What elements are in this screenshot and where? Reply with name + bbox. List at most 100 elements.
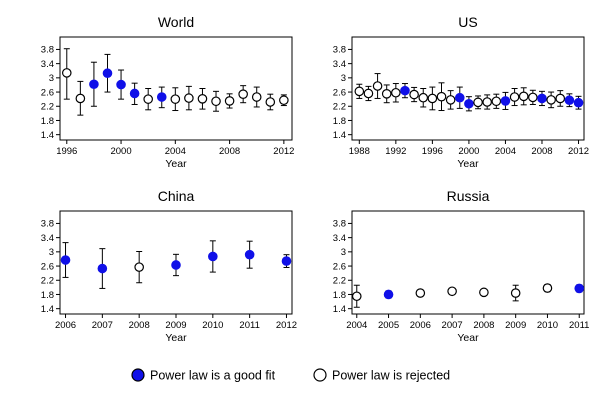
world-ytick-label: 2.6: [41, 87, 54, 98]
us-point-1998: [445, 90, 456, 110]
us-marker-rejected: [436, 91, 447, 102]
us-point-2004: [500, 91, 511, 110]
legend-rejected-label: Power law is rejected: [332, 369, 450, 383]
us-xtick-label: 1992: [385, 146, 406, 157]
world-plot-frame: [59, 36, 293, 141]
legend-rejected-marker: [313, 368, 327, 382]
world-marker-good-fit: [102, 68, 113, 79]
russia-ytick-label: 2.6: [333, 261, 346, 272]
us-point-2001: [473, 95, 483, 110]
russia-ytick-label: 3: [341, 247, 346, 258]
russia-point-2005: [383, 289, 394, 300]
china-point-2006: [60, 242, 71, 278]
china-title: China: [158, 188, 195, 204]
us-ytick-label: 3: [341, 73, 346, 84]
us-marker-rejected: [409, 89, 419, 100]
world-point-1998: [89, 61, 99, 107]
us-marker-good-fit: [537, 93, 547, 104]
legend-good-fit-marker: [131, 368, 145, 382]
russia-point-2009: [510, 284, 521, 302]
us-marker-rejected: [518, 91, 529, 102]
world-xtick-label: 1996: [56, 146, 77, 157]
us-xtick-label: 2012: [568, 146, 589, 157]
china-point-2010: [208, 240, 218, 273]
china-xtick-label: 2007: [92, 320, 113, 331]
us-xtick-label: 1988: [349, 146, 370, 157]
russia-point-2011: [574, 283, 585, 294]
us-marker-rejected: [372, 81, 383, 91]
world-panel: World 1.4 1.8 2.2 2.6 3 3.4 3.8 1996 2000 2004 2008…: [41, 14, 295, 170]
world-marker-rejected: [184, 93, 194, 103]
world-marker-rejected: [211, 96, 221, 107]
russia-xtick-label: 2007: [442, 320, 463, 331]
world-point-2004: [170, 87, 181, 112]
china-ytick-label: 1.8: [41, 290, 54, 301]
us-marker-rejected: [391, 87, 401, 98]
us-marker-rejected: [381, 89, 392, 99]
us-point-1992: [391, 83, 401, 103]
us-point-1999: [454, 86, 465, 109]
us-ytick-label: 3.4: [333, 59, 346, 70]
russia-point-2004: [351, 284, 362, 308]
us-point-1996: [427, 86, 438, 111]
us-ytick-label: 3.8: [333, 45, 346, 56]
world-ytick-label: 3.4: [41, 59, 54, 70]
russia-marker-good-fit: [574, 283, 585, 294]
world-title: World: [158, 14, 194, 30]
us-ytick-label: 2.6: [333, 87, 346, 98]
world-point-2010: [251, 86, 262, 108]
legend-good-fit-label: Power law is a good fit: [150, 369, 276, 383]
china-ytick-label: 3.8: [41, 219, 54, 230]
world-marker-rejected: [61, 68, 72, 78]
russia-ytick-label: 3.8: [333, 219, 346, 230]
world-xtick-label: 2012: [273, 146, 294, 157]
russia-marker-rejected: [447, 286, 457, 297]
world-ytick-label: 3: [49, 73, 54, 84]
world-xtick-label: 2004: [165, 146, 186, 157]
china-marker-good-fit: [208, 251, 218, 262]
us-panel: US 1.4 1.8 2.2 2.6 3 3.4 3.8 1988 1992 1996 2000 200…: [333, 14, 589, 170]
china-panel: China 1.4 1.8 2.2 2.6 3 3.4 3.8 2006 2007 2008 2009…: [41, 188, 297, 344]
russia-xtick-label: 2006: [410, 320, 431, 331]
panels-group: World 1.4 1.8 2.2 2.6 3 3.4 3.8 1996 2000 2004 2008…: [41, 14, 590, 344]
china-point-2008: [134, 250, 144, 284]
us-marker-rejected: [482, 97, 492, 107]
world-point-2003: [156, 86, 167, 109]
russia-xtick-label: 2004: [346, 320, 367, 331]
world-point-2008: [224, 93, 235, 109]
us-marker-rejected: [555, 93, 566, 104]
us-point-2012: [573, 95, 584, 110]
russia-marker-rejected: [351, 291, 362, 302]
us-marker-rejected: [491, 96, 502, 107]
russia-xtick-label: 2005: [378, 320, 399, 331]
us-xtick-label: 2000: [458, 146, 479, 157]
us-marker-good-fit: [464, 98, 474, 109]
us-xlabel: Year: [457, 158, 479, 170]
us-point-1997: [436, 82, 447, 112]
us-point-2000: [464, 96, 474, 112]
russia-point-2010: [542, 283, 553, 293]
russia-marker-rejected: [510, 288, 521, 298]
us-point-1994: [409, 86, 419, 103]
us-marker-rejected: [546, 95, 556, 105]
russia-point-2008: [479, 287, 489, 298]
russia-xtick-label: 2011: [569, 320, 589, 331]
world-point-2006: [197, 88, 208, 110]
china-point-2011: [244, 240, 255, 269]
world-point-2012: [279, 94, 289, 107]
us-point-1988: [354, 83, 365, 99]
world-point-2001: [129, 82, 140, 105]
russia-xlabel: Year: [457, 332, 479, 344]
world-point-2000: [116, 69, 126, 100]
world-marker-rejected: [279, 95, 289, 106]
china-marker-good-fit: [244, 249, 255, 260]
world-marker-rejected: [143, 94, 153, 104]
world-point-2011: [265, 93, 276, 111]
china-xtick-label: 2006: [55, 320, 76, 331]
china-xlabel: Year: [165, 332, 187, 344]
russia-marker-good-fit: [383, 289, 394, 300]
russia-xtick-label: 2008: [473, 320, 494, 331]
world-marker-good-fit: [116, 79, 126, 90]
china-marker-good-fit: [60, 255, 71, 265]
